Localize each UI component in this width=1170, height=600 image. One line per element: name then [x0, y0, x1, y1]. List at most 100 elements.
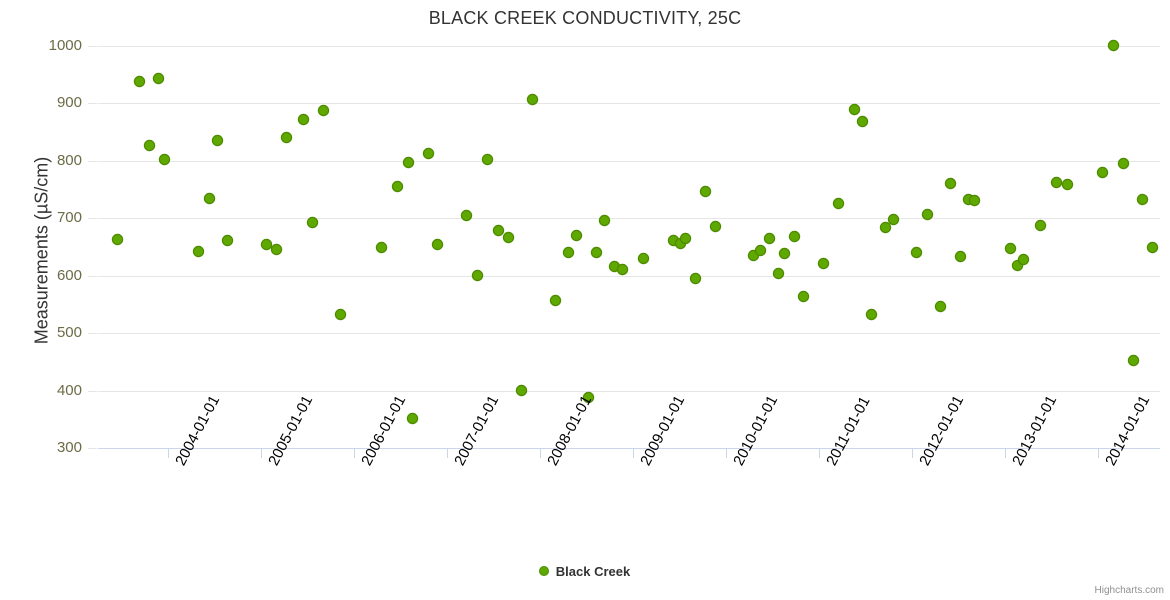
scatter-point[interactable]: [834, 199, 844, 209]
scatter-point[interactable]: [1019, 255, 1029, 265]
scatter-point[interactable]: [710, 222, 720, 232]
scatter-point[interactable]: [675, 239, 685, 249]
scatter-point[interactable]: [857, 116, 867, 126]
scatter-point[interactable]: [298, 115, 308, 124]
scatter-point[interactable]: [969, 195, 979, 205]
scatter-point[interactable]: [749, 250, 759, 260]
scatter-point[interactable]: [318, 105, 328, 115]
scatter-point[interactable]: [433, 240, 443, 250]
scatter-point[interactable]: [204, 193, 214, 203]
scatter-point[interactable]: [194, 247, 204, 257]
legend-marker-icon: [539, 566, 548, 575]
scatter-point[interactable]: [1147, 243, 1157, 253]
scatter-point[interactable]: [946, 179, 956, 189]
scatter-point[interactable]: [403, 158, 413, 168]
legend-label: Black Creek: [555, 564, 631, 580]
scatter-point[interactable]: [473, 271, 483, 281]
scatter-point[interactable]: [483, 154, 493, 164]
scatter-point[interactable]: [592, 247, 602, 257]
scatter-point[interactable]: [773, 268, 783, 278]
scatter-point[interactable]: [423, 148, 433, 158]
x-axis-tick-mark: [633, 449, 635, 458]
scatter-point[interactable]: [935, 302, 945, 312]
scatter-point[interactable]: [922, 209, 932, 219]
chart-legend: Black Creek: [0, 563, 1170, 579]
gridline: [98, 160, 1160, 162]
scatter-point[interactable]: [563, 247, 573, 257]
scatter-point[interactable]: [144, 141, 154, 151]
scatter-point[interactable]: [154, 73, 164, 83]
scatter-point[interactable]: [1062, 180, 1072, 190]
chart-title: BLACK CREEK CONDUCTIVITY, 25C: [428, 8, 742, 28]
gridline: [98, 218, 1160, 220]
scatter-point[interactable]: [134, 77, 144, 87]
scatter-point[interactable]: [638, 253, 648, 263]
highcharts-credit[interactable]: Highcharts.com: [1094, 585, 1164, 596]
scatter-point[interactable]: [700, 187, 710, 197]
y-axis-tick-mark: [88, 390, 97, 392]
scatter-point[interactable]: [462, 211, 472, 221]
scatter-point[interactable]: [584, 392, 594, 402]
x-axis-tick-mark: [168, 449, 170, 458]
scatter-point[interactable]: [599, 215, 609, 225]
scatter-point[interactable]: [572, 231, 582, 240]
scatter-point[interactable]: [261, 239, 271, 249]
scatter-point[interactable]: [866, 310, 876, 320]
scatter-point[interactable]: [1118, 159, 1128, 169]
scatter-point[interactable]: [213, 136, 223, 146]
scatter-point[interactable]: [819, 259, 829, 269]
scatter-point[interactable]: [755, 245, 765, 255]
scatter-point[interactable]: [527, 94, 537, 104]
scatter-point[interactable]: [222, 236, 232, 246]
scatter-point[interactable]: [408, 414, 418, 424]
scatter-point[interactable]: [307, 218, 317, 228]
scatter-point[interactable]: [780, 249, 790, 259]
scatter-point[interactable]: [1051, 178, 1061, 188]
scatter-point[interactable]: [160, 155, 170, 165]
scatter-point[interactable]: [764, 233, 774, 243]
scatter-point[interactable]: [789, 232, 799, 242]
scatter-point[interactable]: [690, 273, 700, 283]
scatter-point[interactable]: [504, 232, 514, 242]
scatter-point[interactable]: [610, 262, 620, 272]
y-axis-tick-mark: [88, 218, 97, 220]
scatter-point[interactable]: [799, 292, 809, 302]
scatter-point[interactable]: [336, 310, 346, 320]
gridline: [98, 103, 1160, 105]
scatter-point[interactable]: [881, 222, 891, 232]
scatter-point[interactable]: [1013, 261, 1023, 271]
scatter-point[interactable]: [912, 247, 922, 257]
y-axis-tick-label: 1000: [48, 37, 82, 54]
scatter-point[interactable]: [516, 386, 526, 396]
scatter-point[interactable]: [680, 234, 690, 244]
gridline: [98, 333, 1160, 335]
x-axis-tick-mark: [726, 449, 728, 458]
scatter-point[interactable]: [550, 295, 560, 305]
scatter-point[interactable]: [281, 132, 291, 142]
x-axis-line: [98, 448, 1160, 449]
scatter-point[interactable]: [1108, 40, 1118, 50]
scatter-point[interactable]: [849, 104, 859, 114]
scatter-point[interactable]: [392, 182, 402, 192]
scatter-point[interactable]: [377, 243, 387, 253]
y-axis-tick-mark: [88, 46, 97, 47]
scatter-point[interactable]: [1098, 168, 1108, 178]
plot-area: [98, 40, 1160, 449]
x-axis-tick-mark: [447, 449, 449, 458]
scatter-point[interactable]: [956, 252, 966, 262]
scatter-point[interactable]: [1005, 244, 1015, 254]
scatter-point[interactable]: [618, 265, 627, 275]
scatter-point[interactable]: [888, 214, 898, 224]
x-axis-tick-mark: [1098, 449, 1100, 458]
scatter-point[interactable]: [1129, 355, 1139, 365]
scatter-point[interactable]: [112, 235, 122, 245]
scatter-point[interactable]: [1036, 220, 1046, 230]
gridline: [98, 275, 1160, 277]
legend-item-black-creek[interactable]: Black Creek: [539, 563, 631, 580]
scatter-point[interactable]: [964, 194, 974, 204]
scatter-point[interactable]: [669, 236, 679, 246]
scatter-point[interactable]: [1138, 194, 1148, 204]
scatter-point[interactable]: [271, 245, 281, 255]
scatter-point[interactable]: [493, 226, 503, 236]
